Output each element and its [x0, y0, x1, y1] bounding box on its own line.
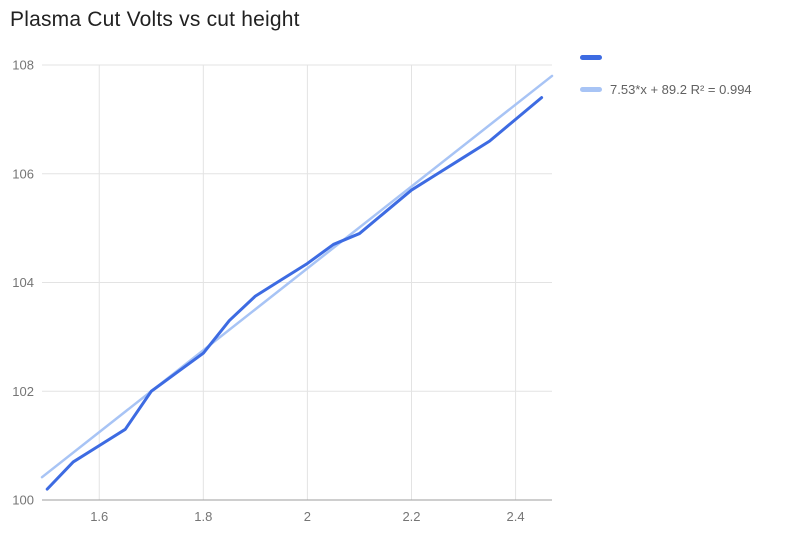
y-tick-label: 106: [12, 166, 34, 181]
x-tick-label: 2.2: [402, 509, 420, 524]
legend: 7.53*x + 89.2 R² = 0.994: [580, 55, 752, 97]
x-tick-label: 1.8: [194, 509, 212, 524]
plot-svg: 100 102 104 106 108 1.6 1.8 2 2.2 2.4: [12, 58, 554, 524]
trendline: [40, 74, 554, 479]
series-swatch: [580, 55, 602, 60]
legend-item-series: [580, 55, 752, 60]
trendline-swatch: [580, 87, 602, 92]
x-tick-label: 2: [304, 509, 311, 524]
chart-title: Plasma Cut Volts vs cut height: [10, 8, 300, 31]
series-line: [45, 96, 544, 491]
y-tick-label: 104: [12, 275, 34, 290]
x-tick-label: 2.4: [507, 509, 525, 524]
y-tick-label: 100: [12, 493, 34, 508]
y-tick-label: 102: [12, 384, 34, 399]
trendline-label: 7.53*x + 89.2 R² = 0.994: [610, 82, 752, 97]
y-tick-label: 108: [12, 58, 34, 73]
legend-item-trendline: 7.53*x + 89.2 R² = 0.994: [580, 82, 752, 97]
x-tick-label: 1.6: [90, 509, 108, 524]
